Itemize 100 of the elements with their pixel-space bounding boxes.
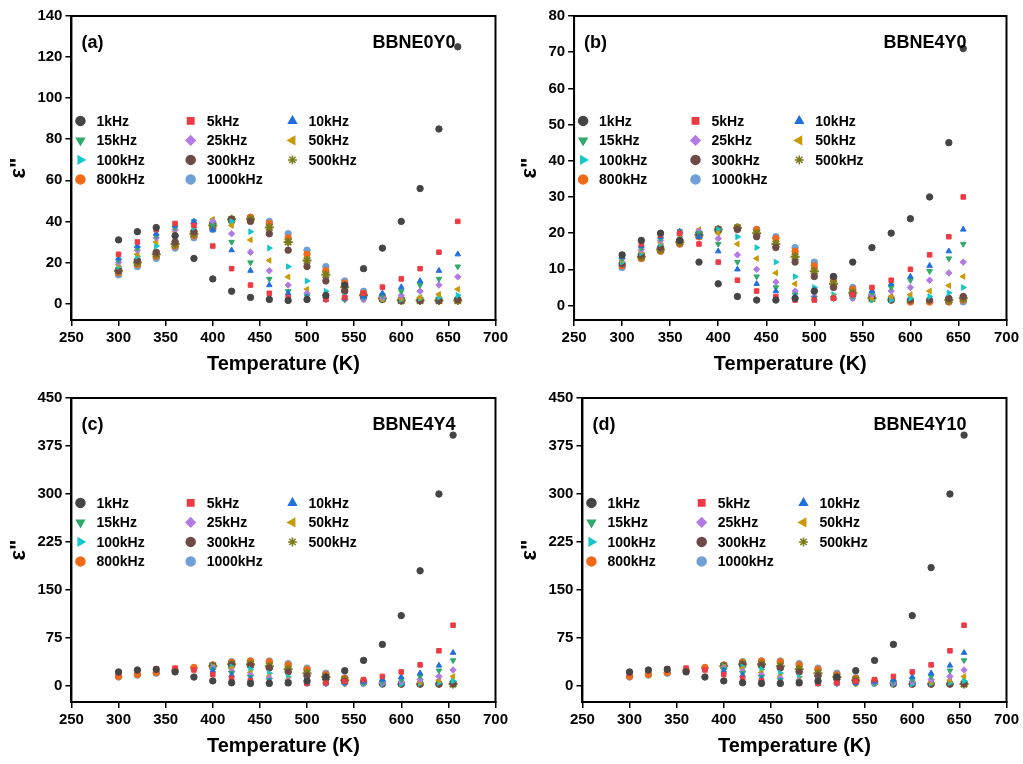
x-tick-label: 550	[852, 710, 878, 728]
x-tick-label: 450	[758, 710, 784, 728]
x-tick-label: 400	[200, 710, 226, 728]
legend-label: 800kHz	[607, 553, 656, 570]
annotation: (d)	[592, 413, 616, 434]
legend-label: 500kHz	[819, 533, 868, 550]
legend-label: 25kHz	[717, 514, 759, 531]
y-tick-label: 450	[548, 388, 574, 406]
y-tick-label: 120	[37, 47, 63, 65]
x-tick-label: 650	[435, 328, 461, 346]
y-tick-label: 225	[37, 532, 63, 550]
legend-label: 50kHz	[308, 132, 349, 149]
legend-label: 10kHz	[308, 112, 349, 129]
x-tick-label: 700	[482, 328, 508, 346]
x-tick-label: 250	[58, 328, 84, 346]
x-tick-label: 250	[561, 328, 587, 346]
x-tick-label: 500	[801, 328, 827, 346]
annotation: BBNE4Y0	[883, 31, 967, 52]
legend-label: 100kHz	[96, 151, 145, 168]
legend-label: 1kHz	[96, 494, 130, 511]
legend-label: 800kHz	[96, 553, 145, 570]
y-tick-label: 75	[45, 628, 63, 646]
y-tick-label: 0	[565, 676, 574, 694]
legend-label: 1000kHz	[206, 171, 263, 188]
x-tick-label: 650	[435, 710, 461, 728]
x-tick-label: 700	[993, 328, 1019, 346]
legend-label: 1kHz	[607, 494, 641, 511]
legend-label: 10kHz	[308, 494, 349, 511]
legend-label: 100kHz	[599, 151, 648, 168]
x-tick-label: 400	[200, 328, 226, 346]
y-tick-label: 0	[556, 295, 566, 313]
legend-label: 300kHz	[206, 151, 255, 168]
x-tick-label: 400	[705, 328, 731, 346]
y-tick-label: 75	[556, 628, 574, 646]
y-tick-label: 0	[54, 293, 63, 311]
legend-label: 15kHz	[599, 132, 640, 149]
y-axis-title: ε"	[516, 157, 542, 179]
y-tick-label: 20	[548, 223, 566, 241]
x-tick-label: 600	[899, 710, 925, 728]
y-tick-label: 70	[548, 42, 566, 60]
x-axis-title: Temperature (K)	[717, 733, 871, 756]
legend-label: 15kHz	[96, 132, 137, 149]
legend-label: 800kHz	[599, 171, 648, 188]
legend-label: 25kHz	[206, 514, 248, 531]
x-tick-label: 500	[294, 710, 320, 728]
x-axis-title: Temperature (K)	[206, 351, 360, 374]
x-tick-label: 350	[664, 710, 690, 728]
x-tick-label: 300	[106, 328, 132, 346]
y-tick-label: 60	[548, 78, 566, 96]
x-tick-label: 400	[711, 710, 737, 728]
annotation: (c)	[81, 413, 104, 434]
x-tick-label: 300	[609, 328, 635, 346]
x-tick-label: 300	[617, 710, 643, 728]
y-tick-label: 20	[45, 252, 63, 270]
x-tick-label: 350	[153, 328, 179, 346]
y-tick-label: 60	[45, 170, 63, 188]
legend-label: 15kHz	[607, 514, 648, 531]
x-tick-label: 600	[388, 710, 414, 728]
x-tick-label: 550	[341, 328, 367, 346]
y-tick-label: 300	[548, 484, 574, 502]
annotation: BBNE4Y4	[372, 413, 456, 434]
y-tick-label: 50	[548, 114, 566, 132]
legend-label: 1000kHz	[717, 553, 774, 570]
legend-label: 300kHz	[717, 533, 766, 550]
x-tick-label: 550	[849, 328, 875, 346]
y-tick-label: 140	[37, 6, 63, 24]
legend-label: 100kHz	[607, 533, 656, 550]
legend-label: 25kHz	[206, 132, 248, 149]
legend-label: 800kHz	[96, 171, 145, 188]
annotation: BBNE0Y0	[372, 31, 456, 52]
y-tick-label: 300	[37, 484, 63, 502]
legend-label: 500kHz	[308, 533, 357, 550]
legend-label: 50kHz	[308, 514, 349, 531]
y-tick-label: 40	[548, 150, 566, 168]
x-tick-label: 450	[753, 328, 779, 346]
y-tick-label: 40	[45, 211, 63, 229]
y-tick-label: 100	[37, 88, 63, 106]
x-axis-title: Temperature (K)	[206, 733, 360, 756]
x-tick-label: 500	[805, 710, 831, 728]
annotation: (a)	[81, 31, 104, 52]
legend-label: 50kHz	[815, 132, 856, 149]
x-tick-label: 600	[897, 328, 923, 346]
legend-label: 5kHz	[206, 112, 240, 129]
x-tick-label: 700	[482, 710, 508, 728]
x-tick-label: 500	[294, 328, 320, 346]
x-tick-label: 600	[388, 328, 414, 346]
x-tick-label: 700	[993, 710, 1019, 728]
legend-label: 15kHz	[96, 514, 137, 531]
x-tick-label: 300	[106, 710, 132, 728]
legend-label: 5kHz	[206, 494, 240, 511]
legend-label: 1000kHz	[711, 171, 768, 188]
x-tick-label: 250	[58, 710, 84, 728]
y-axis-title: ε"	[5, 157, 31, 179]
legend-label: 500kHz	[815, 151, 864, 168]
legend-label: 5kHz	[711, 112, 745, 129]
x-tick-label: 250	[569, 710, 595, 728]
y-tick-label: 10	[548, 259, 566, 277]
legend-label: 10kHz	[819, 494, 860, 511]
legend-label: 5kHz	[717, 494, 751, 511]
x-tick-label: 650	[946, 710, 972, 728]
